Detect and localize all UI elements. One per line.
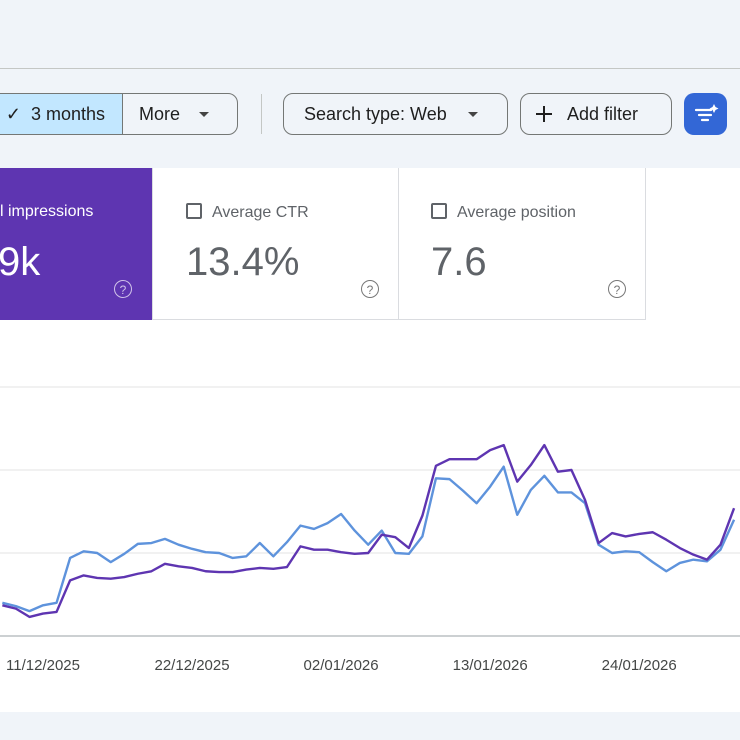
- more-button[interactable]: More: [122, 93, 238, 135]
- help-icon[interactable]: ?: [114, 280, 132, 298]
- metric-label: Average CTR: [212, 204, 309, 221]
- help-icon[interactable]: ?: [361, 280, 379, 298]
- x-tick-label: 11/12/2025: [6, 657, 80, 674]
- x-tick-label: 13/01/2026: [453, 657, 528, 674]
- dropdown-icon: [467, 112, 478, 117]
- x-tick-label: 02/01/2026: [304, 657, 379, 674]
- button-label: 3 months: [31, 103, 106, 124]
- metric-card[interactable]: Average position 7.6 ?: [398, 168, 646, 320]
- series-line: [2, 443, 736, 619]
- header-bg: [0, 0, 740, 168]
- add-filter-button[interactable]: Add filter: [520, 93, 672, 135]
- series-line: [2, 465, 736, 613]
- filter-icon: [694, 104, 719, 122]
- divider: [0, 68, 740, 69]
- separator: [261, 94, 262, 134]
- footer-bg: [0, 712, 740, 740]
- x-tick-label: 22/12/2025: [155, 657, 230, 674]
- metric-card[interactable]: l impressions 9k ?: [0, 168, 152, 320]
- date-range-button[interactable]: ✓ 3 months: [0, 93, 123, 135]
- button-label: Search type: Web: [304, 103, 447, 124]
- checkbox[interactable]: [431, 203, 447, 219]
- button-label: More: [139, 103, 181, 124]
- filter-icon-button[interactable]: [684, 93, 727, 135]
- metric-card[interactable]: Average CTR 13.4% ?: [152, 168, 399, 320]
- check-icon: ✓: [5, 103, 22, 124]
- metric-value: 7.6: [431, 240, 487, 284]
- metric-value: 13.4%: [186, 240, 300, 284]
- x-tick-label: 24/01/2026: [602, 657, 677, 674]
- chart: 11/12/2025 22/12/2025 02/01/2026 13/01/2026…: [0, 386, 740, 674]
- plus-icon: [536, 106, 552, 122]
- help-icon[interactable]: ?: [608, 280, 626, 298]
- search-type-button[interactable]: Search type: Web: [283, 93, 508, 135]
- metric-value: 9k: [0, 240, 41, 284]
- metric-label: Average position: [457, 204, 576, 221]
- dropdown-icon: [199, 112, 210, 117]
- button-label: Add filter: [567, 103, 639, 124]
- metric-label: l impressions: [0, 203, 94, 220]
- checkbox[interactable]: [186, 203, 202, 219]
